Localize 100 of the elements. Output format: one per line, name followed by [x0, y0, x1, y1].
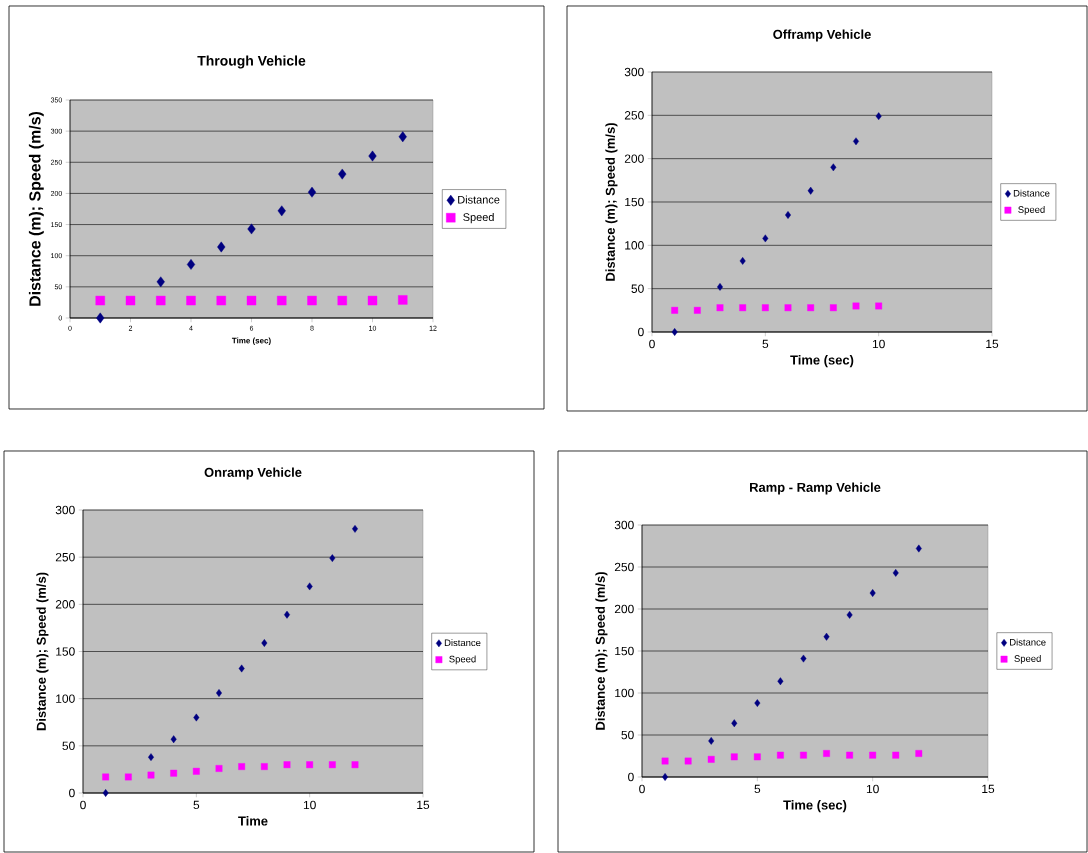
point	[761, 304, 769, 312]
y-tick-label: 150	[625, 197, 644, 207]
point	[661, 757, 669, 765]
point	[892, 569, 899, 577]
point	[869, 589, 876, 597]
point	[238, 664, 245, 673]
point	[777, 751, 784, 759]
point	[777, 677, 784, 686]
x-tick-label: 0	[80, 800, 86, 810]
point	[716, 304, 724, 312]
y-tick-label: 50	[621, 730, 634, 740]
point	[800, 751, 807, 759]
point	[170, 735, 177, 744]
point	[707, 755, 715, 763]
point	[892, 751, 900, 759]
legend-label: Distance	[444, 639, 481, 647]
point	[784, 304, 792, 312]
point	[717, 283, 723, 291]
legend-label: Speed	[449, 655, 476, 665]
point	[124, 773, 132, 781]
y-axis-title: Distance (m); Speed (m/s)	[595, 572, 608, 730]
y-axis-title: Distance (m); Speed (m/s)	[28, 111, 44, 306]
y-tick-label: 100	[625, 241, 644, 250]
point	[246, 295, 257, 306]
chart-title: Ramp - Ramp Vehicle	[750, 482, 881, 495]
x-tick-label: 10	[866, 784, 879, 794]
point	[260, 763, 268, 770]
point	[96, 312, 105, 324]
x-tick-label: 15	[417, 800, 430, 810]
point	[753, 753, 761, 761]
point	[731, 719, 738, 728]
y-tick-label: 250	[614, 562, 634, 572]
point	[807, 304, 815, 312]
point	[261, 639, 268, 647]
point	[156, 276, 165, 288]
point	[306, 761, 314, 769]
point	[823, 750, 830, 757]
y-tick-label: 250	[55, 552, 75, 562]
point	[730, 753, 738, 761]
x-axis-title: Time (sec)	[790, 355, 854, 368]
x-tick-label: 5	[193, 800, 200, 810]
point	[102, 773, 110, 781]
legend-label: Speed	[463, 212, 494, 224]
y-tick-label: 300	[624, 67, 644, 77]
y-tick-label: 200	[55, 600, 75, 609]
y-axis-title: Distance (m); Speed (m/s)	[36, 572, 49, 731]
point	[739, 304, 747, 312]
point	[368, 150, 377, 162]
point	[754, 699, 761, 707]
point	[662, 773, 669, 781]
point	[398, 295, 408, 305]
point	[147, 771, 155, 779]
point	[671, 328, 678, 336]
point	[329, 554, 336, 562]
point	[186, 295, 196, 306]
point	[807, 186, 814, 195]
chart-title: Through Vehicle	[197, 55, 306, 69]
point	[186, 259, 196, 270]
point	[800, 654, 807, 663]
y-tick-label: 250	[624, 111, 644, 120]
y-tick-label: 0	[628, 772, 634, 782]
point	[192, 767, 200, 775]
point	[170, 769, 178, 777]
point	[338, 168, 347, 180]
point	[829, 304, 837, 312]
x-tick-label: 15	[986, 339, 999, 349]
point	[351, 761, 359, 769]
legend-label: Speed	[1018, 205, 1045, 215]
y-tick-label: 200	[624, 154, 644, 163]
y-axis-title: Distance (m); Speed (m/s)	[605, 123, 618, 281]
point	[762, 234, 769, 243]
x-axis-title: Time	[238, 816, 268, 826]
point	[915, 750, 923, 757]
point	[307, 295, 317, 306]
y-tick-label: 100	[615, 688, 634, 698]
point	[217, 241, 226, 253]
point	[915, 544, 922, 553]
point	[337, 295, 347, 306]
point	[247, 223, 256, 235]
x-tick-label: 5	[762, 339, 769, 349]
point	[307, 186, 317, 198]
point	[216, 689, 222, 697]
point	[708, 737, 715, 745]
y-tick-label: 50	[62, 741, 75, 751]
point	[739, 257, 746, 265]
x-tick-label: 10	[303, 800, 316, 810]
x-tick-label: 10	[872, 339, 885, 349]
legend-label: Distance	[1013, 189, 1050, 197]
y-tick-label: 100	[56, 694, 75, 703]
point	[852, 302, 860, 310]
point	[156, 295, 166, 306]
point	[215, 765, 223, 772]
point	[875, 112, 882, 121]
point	[693, 306, 701, 314]
point	[875, 302, 883, 310]
point	[869, 751, 877, 759]
legend-label: Distance	[458, 195, 500, 204]
point	[306, 582, 313, 591]
point	[216, 295, 226, 306]
point	[785, 211, 791, 219]
